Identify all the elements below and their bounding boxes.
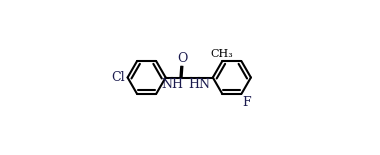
Text: HN: HN bbox=[188, 78, 210, 91]
Text: NH: NH bbox=[162, 78, 184, 91]
Text: Cl: Cl bbox=[112, 71, 125, 84]
Text: F: F bbox=[242, 96, 251, 109]
Text: O: O bbox=[177, 52, 188, 65]
Text: CH₃: CH₃ bbox=[210, 49, 233, 60]
